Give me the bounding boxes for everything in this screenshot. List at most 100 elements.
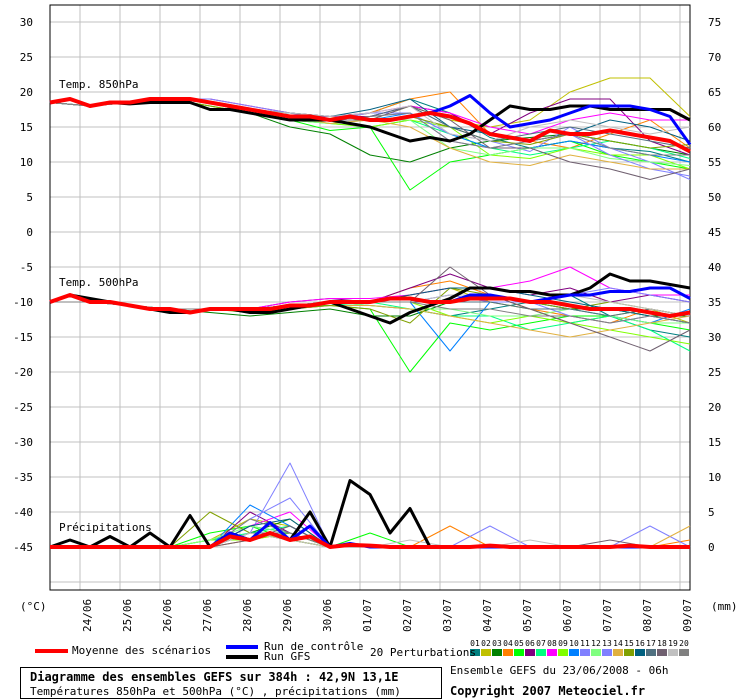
legend-gfs-label: Run GFS [264, 650, 311, 663]
legend-member-id: 06 [525, 639, 535, 648]
legend-member-swatch [679, 649, 689, 656]
info-box: Diagramme des ensembles GEFS sur 384h : … [20, 667, 442, 699]
x-tick-label: 09/07 [681, 599, 694, 632]
legend-member-id: 03 [492, 639, 502, 648]
left-tick-label: -35 [13, 471, 33, 484]
legend-member-id: 19 [668, 639, 678, 648]
legend-member-swatch [635, 649, 645, 656]
panel-label-t850: Temp. 850hPa [59, 78, 138, 91]
left-tick-label: 0 [26, 226, 33, 239]
left-tick-label: -30 [13, 436, 33, 449]
x-tick-label: 02/07 [401, 599, 414, 632]
legend-member-swatch [525, 649, 535, 656]
left-tick-label: -20 [13, 366, 33, 379]
left-tick-label: 25 [20, 51, 33, 64]
legend-member-id: 05 [514, 639, 524, 648]
panel-label-precip: Précipitations [59, 521, 152, 534]
legend-member-swatch [569, 649, 579, 656]
left-tick-label: -25 [13, 401, 33, 414]
gfs-t850-line [49, 97, 691, 143]
left-tick-label: 30 [20, 16, 33, 29]
x-tick-label: 30/06 [321, 599, 334, 632]
right-tick-label: 45 [708, 226, 721, 239]
right-tick-label: 20 [708, 401, 721, 414]
legend-member-swatch [514, 649, 524, 656]
chart-title: Diagramme des ensembles GEFS sur 384h : … [30, 670, 399, 684]
legend-member-swatch [547, 649, 557, 656]
left-tick-label: -5 [20, 261, 33, 274]
x-tick-label: 03/07 [441, 599, 454, 632]
right-tick-label: 35 [708, 296, 721, 309]
left-tick-label: 5 [26, 191, 33, 204]
legend-control-label: Run de contrôle [264, 640, 364, 653]
right-tick-label: 70 [708, 51, 721, 64]
legend-member-id: 11 [580, 639, 590, 648]
legend-member-swatch [646, 649, 656, 656]
left-axis-unit: (°C) [20, 600, 47, 613]
x-tick-label: 29/06 [281, 599, 294, 632]
member-13-t850-line [49, 98, 691, 177]
x-tick-label: 25/06 [121, 599, 134, 632]
x-tick-label: 01/07 [361, 599, 374, 632]
right-tick-label: 40 [708, 261, 721, 274]
legend-member-id: 10 [569, 639, 579, 648]
chart-subtitle: Températures 850hPa et 500hPa (°C) , pré… [30, 685, 401, 698]
copyright: Copyright 2007 Meteociel.fr [450, 684, 646, 698]
right-tick-label: 0 [708, 541, 715, 554]
legend-member-id: 08 [547, 639, 557, 648]
x-tick-label: 04/07 [481, 599, 494, 632]
left-tick-label: 15 [20, 121, 33, 134]
mean-t850-line [49, 97, 691, 154]
x-tick-label: 28/06 [241, 599, 254, 632]
legend-member-id: 02 [481, 639, 491, 648]
legend-member-swatch [591, 649, 601, 656]
legend-member-swatch [503, 649, 513, 656]
legend-member-swatch [624, 649, 634, 656]
legend-member-swatch [580, 649, 590, 656]
legend-member-swatch [481, 649, 491, 656]
legend-member-id: 15 [624, 639, 634, 648]
left-tick-label: -15 [13, 331, 33, 344]
mean-t500-line [49, 293, 691, 318]
legend-perturbations-label: 20 Perturbations [370, 646, 476, 659]
legend-member-id: 16 [635, 639, 645, 648]
x-tick-label: 27/06 [201, 599, 214, 632]
legend-member-swatch [657, 649, 667, 656]
right-tick-label: 60 [708, 121, 721, 134]
legend-member-id: 07 [536, 639, 546, 648]
left-tick-label: 10 [20, 156, 33, 169]
legend-member-id: 20 [679, 639, 689, 648]
member-11-t850-line [49, 98, 691, 180]
right-tick-label: 10 [708, 471, 721, 484]
legend-member-id: 14 [613, 639, 623, 648]
legend-member-id: 17 [646, 639, 656, 648]
left-tick-label: -45 [13, 541, 33, 554]
legend-member-id: 13 [602, 639, 612, 648]
legend-member-id: 01 [470, 639, 480, 648]
right-tick-label: 25 [708, 366, 721, 379]
panel-label-t500: Temp. 500hPa [59, 276, 138, 289]
legend-member-swatch [558, 649, 568, 656]
mean-precip-line [50, 531, 690, 549]
legend-member-id: 04 [503, 639, 513, 648]
right-tick-label: 5 [708, 506, 715, 519]
left-tick-label: 20 [20, 86, 33, 99]
x-tick-label: 06/07 [561, 599, 574, 632]
legend-member-swatch [470, 649, 480, 656]
left-tick-label: -10 [13, 296, 33, 309]
right-tick-label: 15 [708, 436, 721, 449]
x-tick-label: 24/06 [81, 599, 94, 632]
right-tick-label: 55 [708, 156, 721, 169]
right-tick-label: 75 [708, 16, 721, 29]
legend-member-id: 12 [591, 639, 601, 648]
legend-member-swatch [668, 649, 678, 656]
plot-frame [49, 4, 691, 591]
gfs-precip-line [49, 479, 690, 549]
right-tick-label: 65 [708, 86, 721, 99]
right-tick-label: 30 [708, 331, 721, 344]
run-info: Ensemble GEFS du 23/06/2008 - 06h [450, 664, 669, 677]
legend-member-swatch [613, 649, 623, 656]
right-axis-unit: (mm) [711, 600, 738, 613]
